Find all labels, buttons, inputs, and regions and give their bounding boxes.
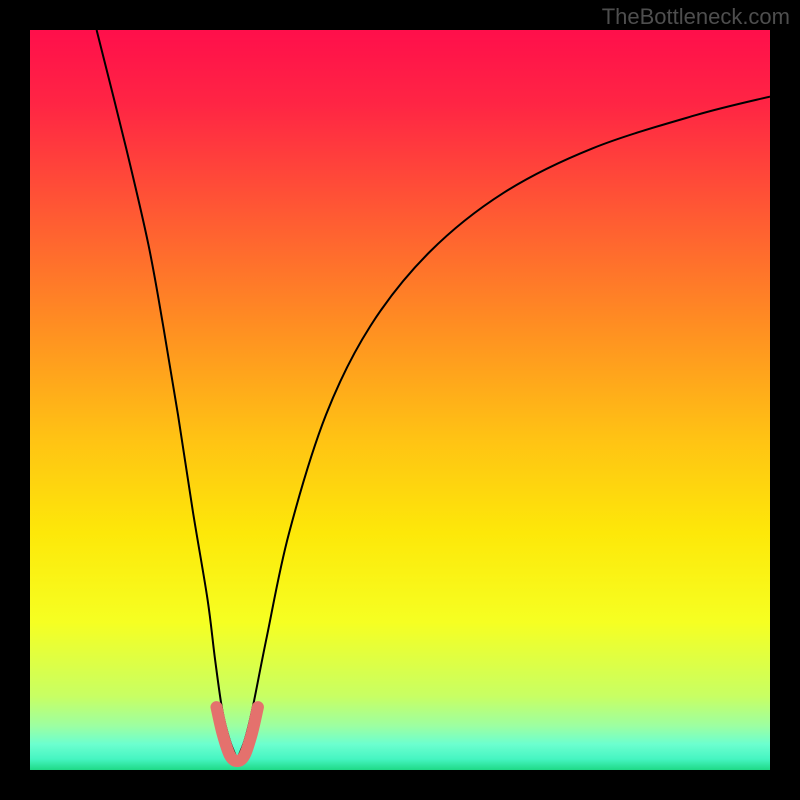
chart-background xyxy=(30,30,770,770)
chart-container: TheBottleneck.com xyxy=(0,0,800,800)
watermark-text: TheBottleneck.com xyxy=(602,4,790,30)
bottleneck-chart xyxy=(0,0,800,800)
